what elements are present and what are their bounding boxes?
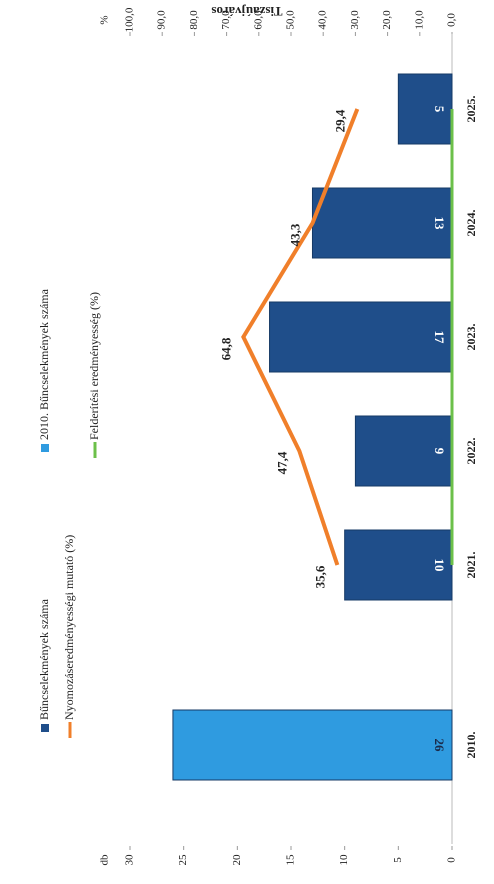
- y2-tick-label: 30,0: [349, 10, 361, 30]
- y2-tick-label: 60,0: [252, 10, 264, 30]
- y2-tick-label: 100,0: [124, 7, 136, 32]
- line-series: [241, 108, 360, 566]
- y2-tick-label: 0,0: [446, 13, 458, 27]
- line-label: 64,8: [218, 337, 233, 360]
- y-tick-label: 25: [177, 854, 189, 866]
- y2-axis-label: %: [99, 15, 111, 24]
- x-tick-label: 2025.: [464, 96, 478, 123]
- bar-label: 10: [432, 559, 447, 572]
- line-label: 29,4: [332, 109, 347, 132]
- y2-tick-label: 70,0: [220, 10, 232, 30]
- y2-tick-label: 40,0: [317, 10, 329, 30]
- x-tick-label: 2022.: [464, 438, 478, 465]
- y-tick-label: 0: [446, 857, 458, 863]
- bar: [311, 187, 453, 259]
- legend-swatch: [41, 724, 49, 732]
- y-tick-label: 20: [231, 854, 243, 866]
- bar-label: 26: [432, 739, 447, 753]
- y-tick-label: 10: [338, 854, 350, 866]
- x-tick-label: 2024.: [464, 210, 478, 237]
- bar-label: 5: [432, 106, 447, 113]
- y-tick-label: 15: [285, 854, 297, 866]
- y2-tick-label: 50,0: [285, 10, 297, 30]
- plot-area: db % 0 5 10 15 20 25 30 0,0 10,0 20,0 30,0 40,0 50,0…: [37, 7, 478, 865]
- bar-label: 9: [432, 448, 447, 455]
- legend-label: Felderítési eredményesség (%): [87, 292, 101, 440]
- y2-tick-label: 20,0: [381, 10, 393, 30]
- y-tick-label: 30: [124, 854, 136, 866]
- x-tick-label: 2010.: [464, 732, 478, 759]
- y-tick-label: 5: [392, 857, 404, 863]
- y-axis-label: db: [99, 854, 111, 866]
- y2-tick-label: 90,0: [156, 10, 168, 30]
- legend-label: 2010. Bűncselekmények száma: [37, 288, 51, 440]
- y2-tick-label: 80,0: [188, 10, 200, 30]
- legend-label: Bűncselekmények száma: [37, 598, 51, 720]
- bar: [269, 301, 453, 373]
- x-tick-label: 2023.: [464, 324, 478, 351]
- chart-title: Tiszaújváros: [211, 4, 282, 19]
- legend-label: Nyomozáseredményességi mutató (%): [62, 535, 76, 720]
- line-label: 43,3: [288, 223, 303, 246]
- y2-tick-label: 10,0: [413, 10, 425, 30]
- legend-swatch: [41, 444, 49, 452]
- line-label: 47,4: [274, 451, 289, 474]
- x-tick-label: 2021.: [464, 552, 478, 579]
- bar: [172, 709, 453, 781]
- bar-label: 13: [432, 217, 447, 231]
- line-label: 35,6: [312, 565, 327, 588]
- bar-label: 17: [432, 331, 447, 345]
